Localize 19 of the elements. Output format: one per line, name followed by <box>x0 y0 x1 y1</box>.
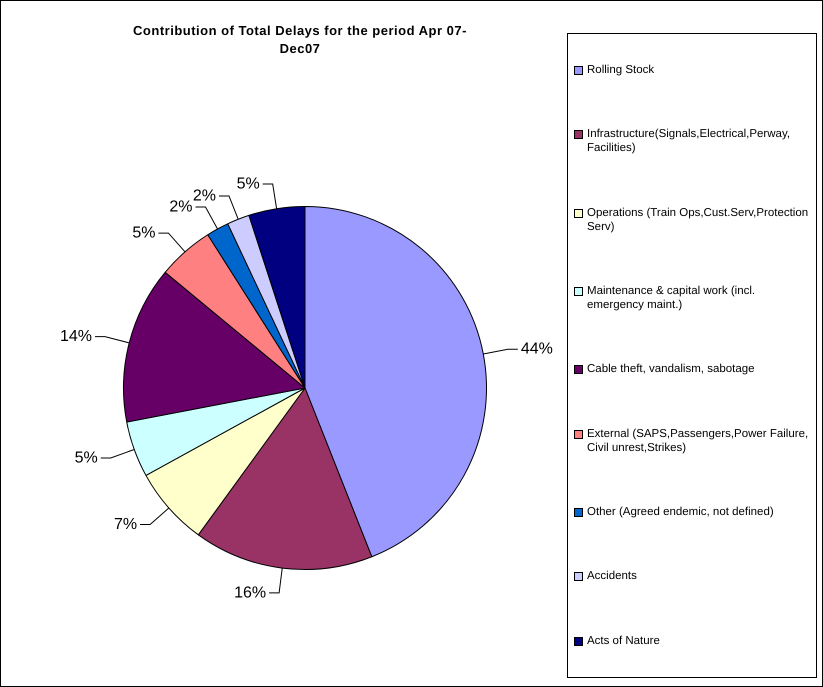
data-label: 5% <box>74 449 98 466</box>
category-label: External (SAPS,Passengers,Power Failure,Civil unrest,Strikes) <box>587 428 808 454</box>
data-label: 2% <box>169 198 193 216</box>
legend-label: Maintenance & capital work (incl. emergency maint.) <box>587 284 756 312</box>
legend-label: Cable theft, vandalism, sabotage <box>587 362 755 376</box>
data-label: 2% <box>192 187 216 204</box>
data-label: 7% <box>114 516 138 533</box>
data-label: 16% <box>234 584 266 602</box>
data-label: 5% <box>236 175 260 192</box>
legend-label: Accidents <box>587 569 637 584</box>
data-label: 14% <box>60 328 92 346</box>
legend-label: Rolling Stock <box>587 63 654 78</box>
legend-label: Acts of Nature <box>587 634 660 648</box>
category-label: Infrastructure(Signals,Electrical,Perway,Facilities) <box>587 128 790 154</box>
data-label: 5% <box>132 224 156 242</box>
data-label: 44% <box>520 340 553 358</box>
chart-title: Contribution of Total Delays for the period Apr 07-Dec07 <box>132 22 468 58</box>
legend-label: Other (Agreed endemic, not defined) <box>587 505 774 520</box>
category-label: Operations (Train Ops,Cust.Serv,Protection Serv) <box>587 206 808 233</box>
